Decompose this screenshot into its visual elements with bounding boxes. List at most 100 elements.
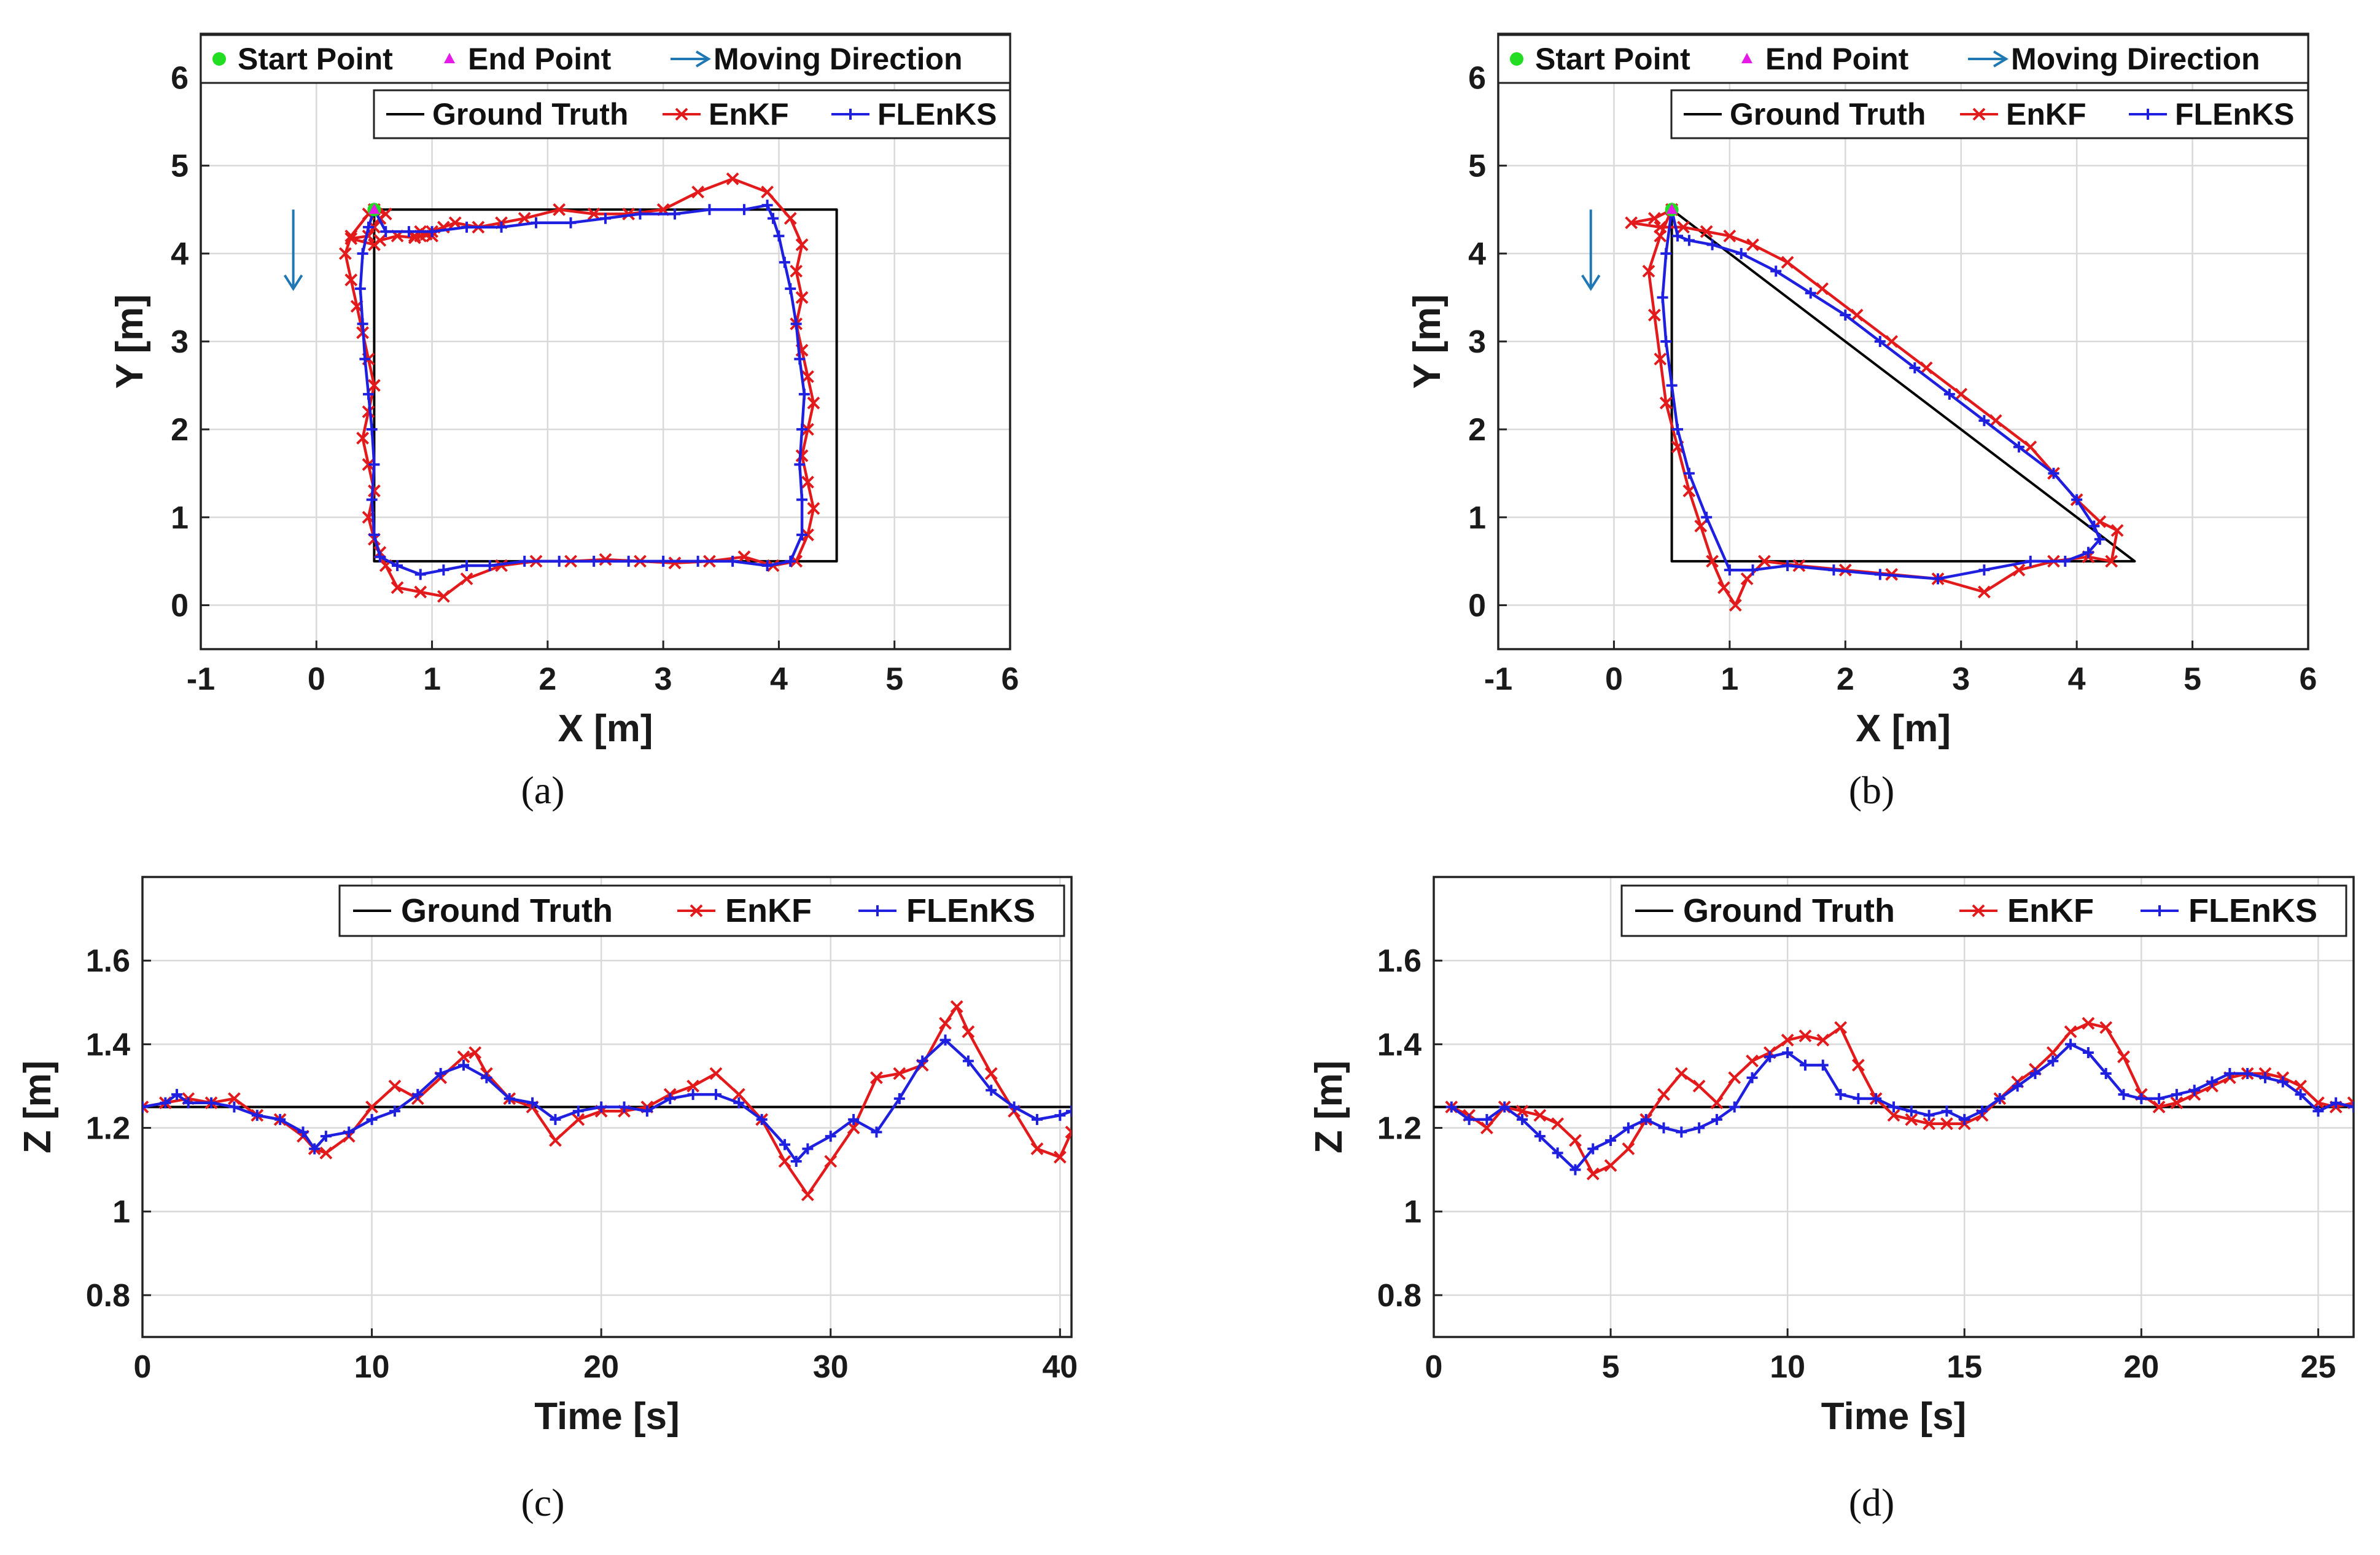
series-line-enkf <box>1450 1022 2354 1175</box>
data-point-flenks <box>1683 235 1695 246</box>
y-tick-label: 5 <box>171 149 189 184</box>
data-point-flenks <box>618 1101 630 1113</box>
data-point-flenks <box>1941 1105 1953 1117</box>
data-point-enkf <box>2064 1025 2077 1039</box>
legend-marker-enkf <box>690 904 703 918</box>
data-point-enkf <box>338 247 352 260</box>
data-point-flenks <box>1657 292 1668 303</box>
data-point-flenks <box>2059 555 2071 567</box>
data-point-flenks <box>1729 1101 1740 1113</box>
data-point-flenks <box>343 1126 355 1138</box>
data-point-flenks <box>1694 1122 1705 1134</box>
y-axis-label: Y [m] <box>109 294 151 389</box>
data-point-enkf <box>1682 484 1696 497</box>
legend-marker-enkf <box>675 107 688 121</box>
x-tick-label: -1 <box>1484 661 1512 697</box>
data-point-flenks <box>1658 1122 1670 1134</box>
data-point-flenks <box>426 226 438 238</box>
data-point-enkf <box>414 585 427 599</box>
data-point-flenks <box>1770 265 1782 277</box>
data-point-flenks <box>461 221 473 233</box>
legend-marker-start-point <box>212 52 226 66</box>
data-point-enkf <box>1729 599 1742 612</box>
data-point-flenks <box>1978 415 1990 426</box>
x-tick-label: 6 <box>1001 661 1019 697</box>
data-point-flenks <box>2029 1068 2041 1080</box>
data-point-enkf <box>362 458 375 471</box>
data-point-flenks <box>1994 1093 2005 1104</box>
data-point-enkf <box>1940 1117 1953 1131</box>
legend-label-end-point: End Point <box>468 42 612 76</box>
data-point-enkf <box>709 1067 723 1080</box>
data-point-flenks <box>768 212 779 224</box>
data-point-enkf <box>1657 1088 1670 1101</box>
data-point-flenks <box>802 1143 814 1155</box>
data-point-enkf <box>1515 1104 1529 1118</box>
legend-label-ground-truth: Ground Truth <box>432 97 628 131</box>
y-tick-label: 1 <box>112 1195 130 1230</box>
data-point-enkf <box>1740 572 1754 585</box>
x-tick-label: 2 <box>539 661 556 697</box>
data-point-enkf <box>1851 1058 1865 1072</box>
data-point-flenks <box>962 1055 974 1067</box>
data-point-enkf <box>801 1188 814 1201</box>
data-point-flenks <box>1840 310 1851 321</box>
data-point-flenks <box>2206 1076 2218 1088</box>
data-point-flenks <box>785 283 796 295</box>
data-point-flenks <box>692 555 704 567</box>
data-point-flenks <box>380 226 392 238</box>
legend-label-moving-direction: Moving Direction <box>2011 42 2260 76</box>
plot-frame <box>200 33 1011 650</box>
x-tick-label: 4 <box>2068 661 2086 697</box>
data-point-flenks <box>496 221 507 233</box>
data-point-enkf <box>1746 1054 1759 1068</box>
data-point-flenks <box>251 1110 263 1121</box>
data-point-enkf <box>1674 1067 1688 1080</box>
data-point-enkf <box>761 185 774 199</box>
series-line-enkf <box>142 1005 1071 1196</box>
data-point-flenks <box>354 283 366 295</box>
data-point-enkf <box>950 1000 963 1013</box>
data-point-enkf <box>1647 308 1661 322</box>
data-point-flenks <box>1066 1105 1071 1117</box>
data-point-flenks <box>531 217 542 228</box>
series-line-flenks <box>1661 209 2102 580</box>
data-point-enkf <box>870 1071 883 1085</box>
caption-a: (a) <box>521 768 565 812</box>
data-point-flenks <box>2330 1097 2342 1109</box>
data-point-enkf <box>469 1046 482 1059</box>
data-point-flenks <box>309 1143 321 1155</box>
y-tick-label: 1.6 <box>1377 943 1421 979</box>
data-point-flenks <box>634 208 646 220</box>
x-tick-label: 4 <box>770 661 788 697</box>
data-point-flenks <box>1817 1059 1829 1071</box>
data-point-enkf <box>807 502 820 515</box>
data-point-enkf <box>1885 335 1899 348</box>
data-point-flenks <box>2171 1089 2182 1101</box>
data-point-enkf <box>1694 520 1708 533</box>
legend-label-enkf: EnKF <box>2007 892 2094 929</box>
data-point-enkf <box>368 379 381 392</box>
data-point-flenks <box>357 247 368 259</box>
y-tick-label: 6 <box>1468 61 1486 96</box>
data-point-flenks <box>1724 564 1735 576</box>
data-point-flenks <box>1909 362 1921 373</box>
legend-arrowhead-moving-direction <box>1993 50 2009 68</box>
end-point-marker <box>368 203 380 214</box>
legend-d: Ground Truth EnKF FLEnKS <box>1620 884 2347 937</box>
data-point-enkf <box>344 273 358 287</box>
data-point-flenks <box>710 1089 721 1101</box>
data-point-flenks <box>403 226 414 238</box>
x-tick-label: 1 <box>1721 661 1738 697</box>
data-point-flenks <box>484 560 496 572</box>
data-point-flenks <box>481 1072 492 1083</box>
data-point-enkf <box>984 1067 998 1080</box>
data-point-enkf <box>795 291 809 304</box>
data-point-flenks <box>1031 1113 1043 1125</box>
data-point-enkf <box>1781 255 1794 269</box>
data-point-flenks <box>2048 467 2059 479</box>
data-point-flenks <box>2013 441 2024 453</box>
x-axis-label: Time [s] <box>1821 1395 1967 1438</box>
data-point-flenks <box>2136 1093 2147 1104</box>
series-line-flenks <box>359 203 806 576</box>
